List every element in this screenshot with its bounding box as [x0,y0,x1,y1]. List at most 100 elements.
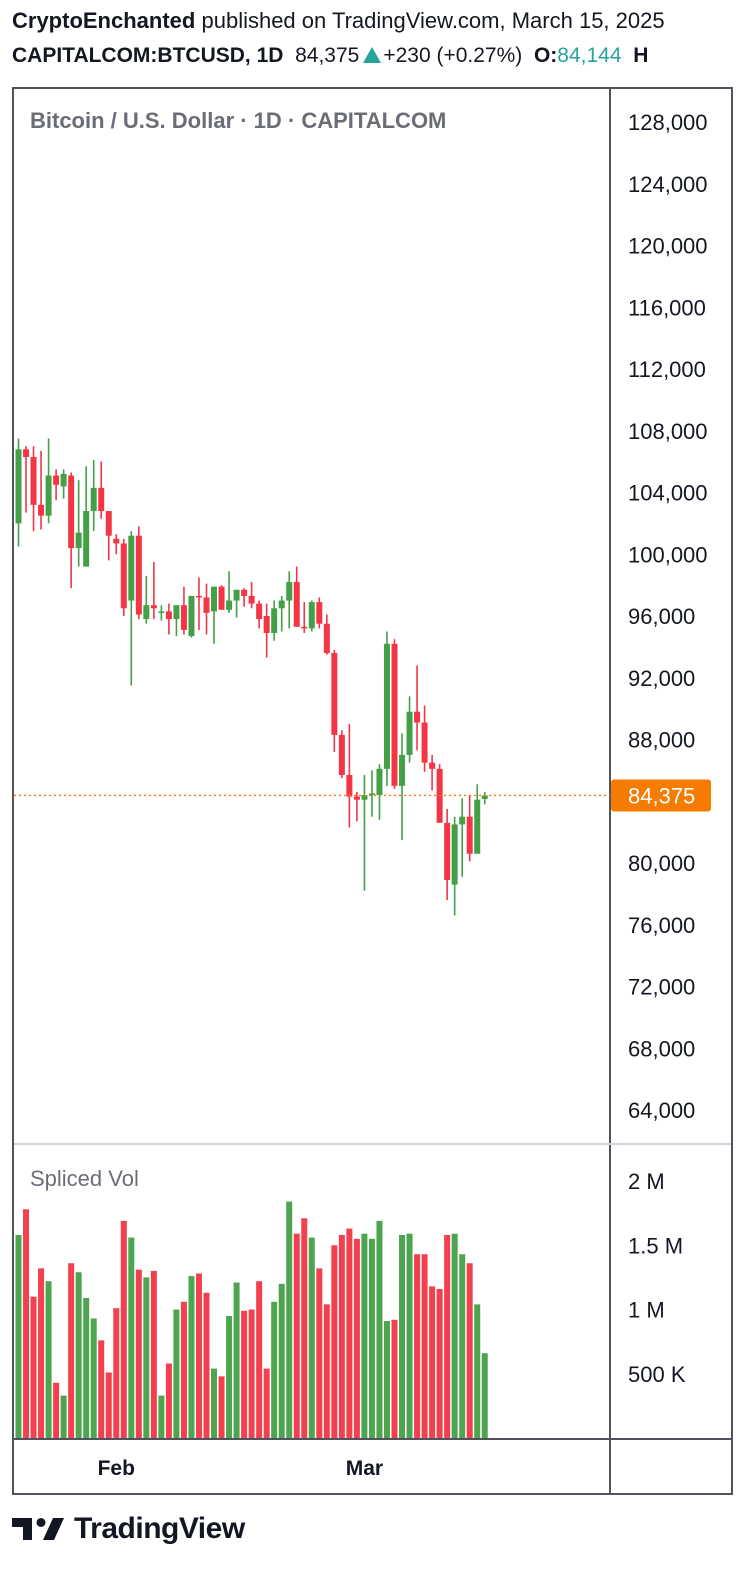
volume-bar [150,1270,157,1438]
candle-body [376,768,383,796]
candle-body [278,600,285,609]
volume-bar [165,1363,172,1438]
price-axis[interactable]: 128,000 124,000 120,000 116,000 112,000 108,0… [628,110,708,1123]
volume-bar [120,1220,127,1438]
price-change: +230 (+0.27%) [383,44,523,67]
candle-body [459,816,466,825]
candle-body [353,796,360,800]
candle-body [466,816,473,854]
price-tick-label: 128,000 [628,110,708,135]
volume-bar [353,1238,360,1438]
candle-body [301,626,308,629]
volume-bar [233,1282,240,1438]
price-tick-label: 100,000 [628,542,708,567]
tradingview-logo[interactable]: TradingView [12,1512,245,1546]
volume-label: Spliced Vol [30,1166,139,1191]
candle-body [165,611,172,620]
price-tick-label: 104,000 [628,481,708,506]
volume-bar [226,1315,233,1438]
symbol-line: CAPITALCOM:BTCUSD, 1D 84,375 +230 (+0.27%… [12,44,648,68]
candle-body [150,605,157,609]
volume-bar [83,1297,90,1438]
volume-bar [98,1340,105,1438]
volume-bar [15,1234,22,1438]
candle-body [248,595,255,604]
volume-bar [323,1304,330,1438]
volume-bar [180,1301,187,1438]
volume-bar [361,1233,368,1438]
volume-bar [444,1234,451,1438]
volume-bar [429,1286,436,1438]
author-name[interactable]: CryptoEnchanted [12,8,196,33]
candle-body [83,511,90,567]
volume-bar [481,1353,488,1438]
price-tick-label: 92,000 [628,666,695,691]
volume-axis[interactable]: 2 M 1.5 M 1 M 500 K [628,1169,686,1387]
volume-bar [391,1319,398,1438]
candle-body [23,449,30,457]
price-tick-label: 108,000 [628,419,708,444]
volume-tick-label: 2 M [628,1169,665,1194]
volume-bar [474,1304,481,1438]
candle-body [451,824,458,885]
candle-body [38,504,45,516]
volume-bar [105,1372,112,1438]
volume-bar [421,1254,428,1438]
candle-body [143,605,150,620]
volume-bar [30,1296,37,1438]
volume-bar [459,1254,466,1438]
volume-bar [293,1233,300,1438]
candle-body [421,722,428,763]
volume-tick-label: 500 K [628,1362,686,1387]
candle-body [120,543,127,609]
volume-bar [286,1201,293,1438]
volume-bar [45,1281,52,1438]
candle-body [406,711,413,755]
price-tick-label: 80,000 [628,851,695,876]
candle-body [256,603,263,620]
volume-bar [90,1318,97,1438]
candle-body [286,582,293,601]
candle-body [226,600,233,610]
time-tick-label: Mar [346,1457,383,1480]
volume-bar [383,1321,390,1438]
volume-bar [60,1395,67,1438]
candle-body [414,711,421,723]
last-price-label: 84,375 [628,783,695,808]
chart-frame[interactable]: Bitcoin / U.S. Dollar · 1D · CAPITALCOM … [12,87,733,1495]
time-axis[interactable]: Feb Mar [98,1457,384,1480]
candle-body [15,449,22,524]
volume-bar [128,1237,135,1438]
candle-body [293,582,300,627]
volume-bar [68,1263,75,1438]
volume-bar [368,1238,375,1438]
open-value: 84,144 [557,44,622,67]
candle-body [323,623,330,654]
volume-bar [38,1268,45,1438]
price-tick-label: 72,000 [628,975,695,1000]
candle-body [316,602,323,624]
candle-body [233,589,240,601]
volume-bar [241,1310,248,1438]
volume-bar [436,1288,443,1438]
volume-bar [53,1382,60,1438]
volume-bar [301,1218,308,1438]
candle-body [68,475,75,549]
publish-line: CryptoEnchanted published on TradingView… [12,8,665,34]
candle-body [399,754,406,786]
candle-body [444,822,451,880]
high-label: H [633,44,649,67]
volume-bar [271,1301,278,1438]
candle-body [391,643,398,786]
candle-body [361,795,368,800]
price-tick-label: 116,000 [628,295,706,320]
price-tick-label: 76,000 [628,913,695,938]
candle-body [180,605,187,630]
volume-bar [466,1263,473,1438]
candle-body [173,605,180,620]
candlestick-chart[interactable]: Bitcoin / U.S. Dollar · 1D · CAPITALCOM … [14,89,731,1493]
candle-body [218,586,225,610]
volume-bar [203,1292,210,1438]
volume-bar [256,1281,263,1438]
last-price-marker: 84,375 [14,779,711,812]
